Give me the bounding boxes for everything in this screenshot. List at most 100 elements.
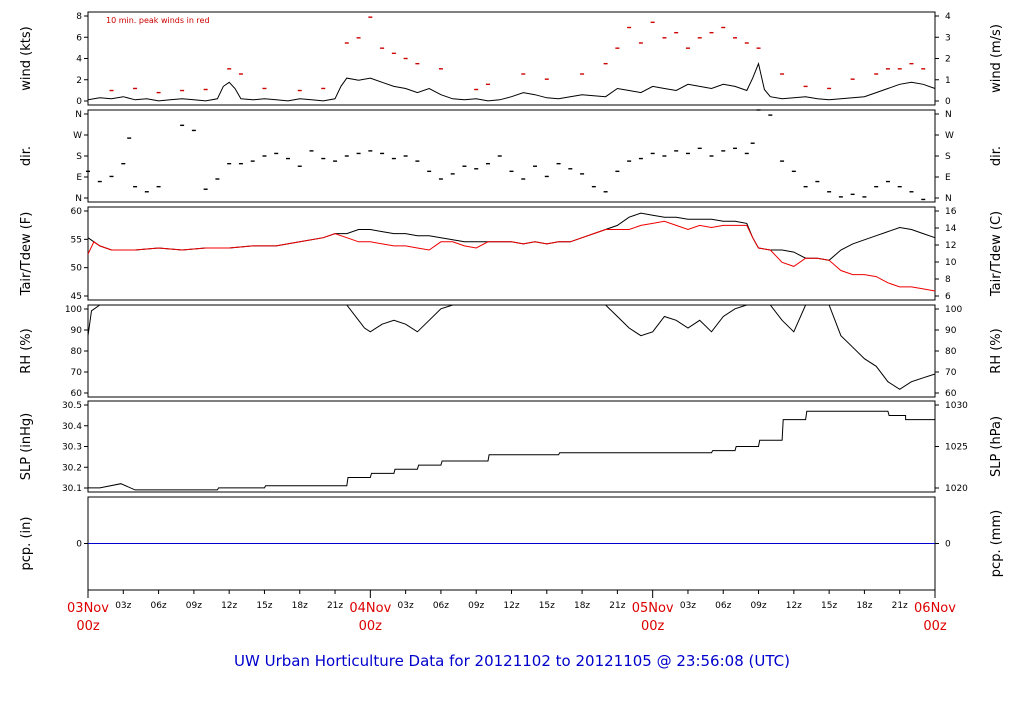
dir-frame [87,109,936,203]
x-major-hour-label: 00z [641,619,665,634]
rh-ytick-label-right: 60 [945,389,957,399]
dir-ylabel-right: dir. [989,146,1004,166]
x-axis: 03z 06z 09z 12z 15z 18z 21z 03z 06z 09z 12z 15z 18z 2… [67,590,956,634]
x-major-day-label: 04Nov [349,601,391,616]
dir-ytick-label-right: W [945,131,954,141]
rh-ylabel-right: RH (%) [989,328,1004,373]
dir-ytick-label-right: N [945,110,952,120]
rh-ytick-label: 100 [65,305,82,315]
rh-ylabel: RH (%) [19,328,34,373]
temp-Tair-line [87,212,936,261]
x-minor-label: 18z [292,601,308,611]
temp-ytick-label-right: 10 [945,258,957,268]
wind-ytick-label: 8 [76,12,82,22]
temp-ytick-label: 50 [71,264,83,274]
x-major-day-label: 03Nov [67,601,109,616]
slp-ytick-label-right: 1020 [945,484,968,494]
pcp-ylabel-right: pcp. (mm) [989,510,1004,577]
x-minor-label: 21z [609,601,625,611]
pcp-panel: pcp. (in) pcp. (mm) 0 0 [19,496,1004,591]
wind-frame [87,11,936,106]
slp-SLP-line [88,410,935,491]
temp-panel: Tair/Tdew (F) Tair/Tdew (C) 45 50 55 60 6 8 10 12… [19,206,1004,302]
x-minor-label: 18z [574,601,590,611]
rh-panel: RH (%) RH (%) 60 70 80 90 100 60 70 80 90 100 [19,304,1004,399]
slp-ytick-label: 30.1 [62,484,82,494]
wind-ytick-label: 0 [76,97,82,107]
wind-ytick-label-right: 4 [945,12,951,22]
x-minor-label: 03z [115,601,131,611]
wind-ytick-label-right: 3 [945,33,951,43]
wind-wind-line [87,62,936,102]
x-minor-label: 15z [539,601,555,611]
temp-ylabel-right: Tair/Tdew (C) [989,211,1004,297]
slp-panel: SLP (inHg) SLP (hPa) 30.1 30.2 30.3 30.4 30.5 1… [19,400,1004,494]
rh-ytick-label: 90 [71,326,83,336]
temp-Tdew-line [87,220,936,292]
slp-ytick-label: 30.3 [62,443,82,453]
rh-RH-line [87,304,936,390]
temp-ylabel: Tair/Tdew (F) [19,212,34,297]
temp-ytick-label: 60 [71,207,83,217]
rh-frame [87,304,936,398]
pcp-ytick-label-right: 0 [945,540,951,550]
slp-ylabel-right: SLP (hPa) [989,416,1004,477]
rh-ytick-label-right: 70 [945,368,957,378]
x-minor-label: 12z [786,601,802,611]
dir-ytick-label: N [75,110,82,120]
wind-ytick-label-right: 1 [945,76,951,86]
chart-title: UW Urban Horticulture Data for 20121102 … [234,652,790,670]
slp-frame [87,400,936,493]
dir-ytick-label: N [75,194,82,204]
pcp-ylabel: pcp. (in) [19,517,34,571]
rh-ytick-label: 70 [71,368,83,378]
x-minor-label: 21z [327,601,343,611]
rh-ytick-label: 80 [71,347,83,357]
rh-ytick-label-right: 80 [945,347,957,357]
slp-ylabel: SLP (inHg) [19,413,34,481]
x-minor-label: 15z [256,601,272,611]
wind-ylabel: wind (kts) [19,26,34,90]
dir-ytick-label-right: S [945,152,951,162]
wind-ytick-label: 2 [76,76,82,86]
x-minor-label: 06z [715,601,731,611]
wind-panel: wind (kts) wind (m/s) 0 2 4 6 8 0 1 2 3 4 10 min. pe… [19,11,1004,107]
slp-ytick-label-right: 1025 [945,443,968,453]
x-major-hour-label: 00z [359,619,383,634]
x-minor-label: 12z [503,601,519,611]
x-major-day-label: 06Nov [914,601,956,616]
x-minor-label: 09z [750,601,766,611]
temp-ytick-label-right: 16 [945,207,957,217]
dir-ytick-label: W [73,131,82,141]
dir-ytick-label-right: E [945,173,951,183]
temp-frame [87,206,936,301]
slp-ytick-label: 30.2 [62,463,82,473]
temp-ytick-label: 55 [71,235,82,245]
x-minor-label: 09z [468,601,484,611]
rh-ytick-label: 60 [71,389,83,399]
x-minor-label: 12z [221,601,237,611]
x-minor-label: 06z [150,601,166,611]
temp-ytick-label-right: 8 [945,275,951,285]
temp-ytick-label: 45 [71,292,82,302]
slp-ytick-label-right: 1030 [945,401,968,411]
x-minor-label: 06z [433,601,449,611]
wind-annotation: 10 min. peak winds in red [106,16,210,25]
x-major-hour-label: 00z [76,619,100,634]
wind-ylabel-right: wind (m/s) [989,24,1004,93]
x-minor-label: 09z [186,601,202,611]
x-minor-label: 03z [680,601,696,611]
slp-ytick-label: 30.5 [62,401,82,411]
dir-ytick-label-right: N [945,194,952,204]
temp-ytick-label-right: 6 [945,292,951,302]
wind-ytick-label: 4 [76,55,82,65]
x-major-hour-label: 00z [923,619,947,634]
rh-ytick-label-right: 90 [945,326,957,336]
wind-ytick-label-right: 2 [945,55,951,65]
x-minor-label: 15z [821,601,837,611]
pcp-ytick-label: 0 [76,540,82,550]
rh-ytick-label-right: 100 [945,305,962,315]
dir-panel: dir. dir. N E S W N N E S W N [19,109,1004,204]
